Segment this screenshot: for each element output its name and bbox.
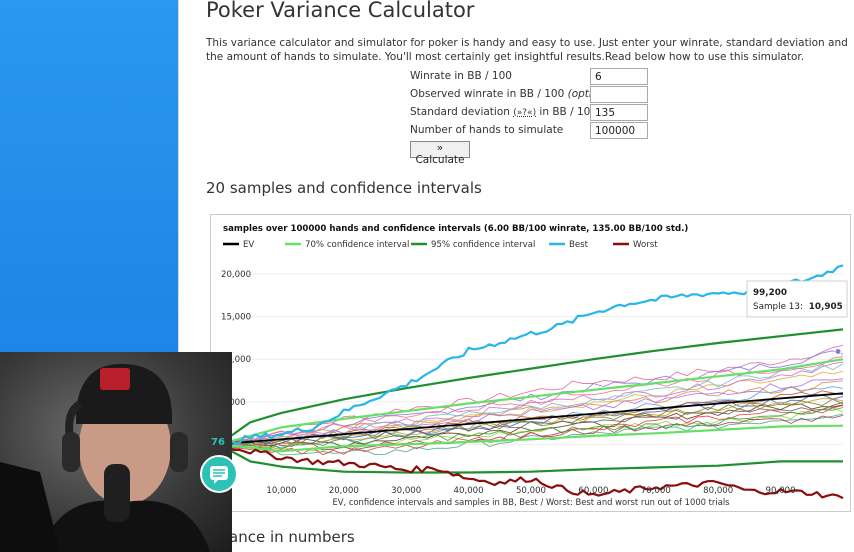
chat-widget-button[interactable] bbox=[200, 455, 238, 493]
variance-chart[interactable]: samples over 100000 hands and confidence… bbox=[210, 214, 851, 512]
series-lines bbox=[218, 264, 844, 500]
sample-line-8 bbox=[218, 361, 844, 445]
chat-count-badge: 76 bbox=[211, 437, 225, 448]
tooltip-series: Sample 13: 10,905 bbox=[753, 302, 843, 312]
sample-lines bbox=[218, 344, 844, 456]
page-content: Poker Variance Calculator This variance … bbox=[178, 0, 854, 552]
calculate-button[interactable]: » Calculate bbox=[410, 141, 470, 166]
series-95-confidence-interval[interactable] bbox=[218, 328, 844, 446]
samples-section-title: 20 samples and confidence intervals bbox=[206, 179, 482, 197]
legend-label-0[interactable]: EV bbox=[243, 240, 254, 250]
y-tick-label: 20,000 bbox=[221, 270, 251, 280]
stddev-label-prefix: Standard deviation bbox=[410, 106, 510, 118]
tooltip-value: 10,905 bbox=[809, 302, 843, 312]
tooltip-series-label: Sample 13: bbox=[753, 302, 803, 312]
stddev-label-suffix: in BB / 100 bbox=[539, 106, 597, 118]
sample-line-6 bbox=[218, 403, 844, 448]
observed-winrate-input[interactable] bbox=[590, 86, 648, 103]
webcam-overlay bbox=[0, 352, 232, 552]
numbers-section-title: ance in numbers bbox=[229, 528, 355, 546]
chart-title: samples over 100000 hands and confidence… bbox=[223, 224, 688, 234]
tooltip-marker bbox=[834, 348, 842, 356]
x-tick-label: 30,000 bbox=[391, 486, 421, 496]
tooltip-x: 99,200 bbox=[753, 288, 787, 298]
x-tick-label: 20,000 bbox=[329, 486, 359, 496]
series-70-lower[interactable] bbox=[218, 424, 844, 453]
sample-line-19 bbox=[218, 356, 844, 446]
series-worst[interactable] bbox=[218, 443, 844, 500]
stddev-input[interactable] bbox=[590, 104, 648, 121]
x-tick-label: 90,000 bbox=[766, 486, 796, 496]
sample-line-15 bbox=[218, 404, 844, 456]
chart-legend: EV 70% confidence interval 95% confidence … bbox=[223, 240, 658, 250]
x-tick-label: 50,000 bbox=[516, 486, 546, 496]
chart-tooltip: 99,200 Sample 13: 10,905 bbox=[746, 280, 848, 318]
hands-input[interactable] bbox=[590, 122, 648, 139]
y-tick-label: 10,000 bbox=[221, 355, 251, 365]
legend-label-3[interactable]: Best bbox=[569, 240, 589, 250]
streamer-video-icon bbox=[0, 363, 210, 552]
series-95-lower[interactable] bbox=[218, 443, 843, 474]
intro-text: This variance calculator and simulator f… bbox=[206, 37, 848, 63]
sample-line-18 bbox=[218, 407, 844, 450]
observed-winrate-label-text: Observed winrate in BB / 100 bbox=[410, 88, 565, 100]
sample-line-13 bbox=[218, 398, 844, 451]
x-axis-caption: EV, confidence intervals and samples in … bbox=[332, 497, 729, 507]
legend-label-1[interactable]: 70% confidence interval bbox=[305, 240, 409, 250]
series-best[interactable] bbox=[218, 264, 844, 446]
y-tick-label: 5,000 bbox=[221, 398, 246, 408]
stddev-label: Standard deviation (»?«) in BB / 100 bbox=[410, 106, 597, 118]
sample-line-9 bbox=[218, 413, 844, 456]
variance-chart-svg: samples over 100000 hands and confidence… bbox=[218, 224, 848, 507]
page-title: Poker Variance Calculator bbox=[206, 0, 475, 22]
stddev-help-link[interactable]: (»?«) bbox=[513, 108, 537, 118]
x-tick-label: 80,000 bbox=[703, 486, 733, 496]
series-ev[interactable] bbox=[218, 392, 844, 446]
axis-labels: 20,00015,00010,0005,0000010,00020,00030,… bbox=[221, 270, 796, 496]
legend-label-2[interactable]: 95% confidence interval bbox=[431, 240, 535, 250]
observed-winrate-label: Observed winrate in BB / 100 (optional) bbox=[410, 88, 618, 100]
sample-line-1 bbox=[218, 344, 844, 445]
x-tick-label: 10,000 bbox=[266, 486, 296, 496]
legend-label-4[interactable]: Worst bbox=[633, 240, 658, 250]
y-tick-label: 15,000 bbox=[221, 313, 251, 323]
x-tick-label: 60,000 bbox=[578, 486, 608, 496]
x-tick-label: 70,000 bbox=[641, 486, 671, 496]
winrate-label: Winrate in BB / 100 bbox=[410, 70, 512, 82]
chat-icon bbox=[210, 466, 228, 484]
x-tick-label: 40,000 bbox=[454, 486, 484, 496]
hands-label: Number of hands to simulate bbox=[410, 124, 564, 136]
winrate-input[interactable] bbox=[590, 68, 648, 85]
